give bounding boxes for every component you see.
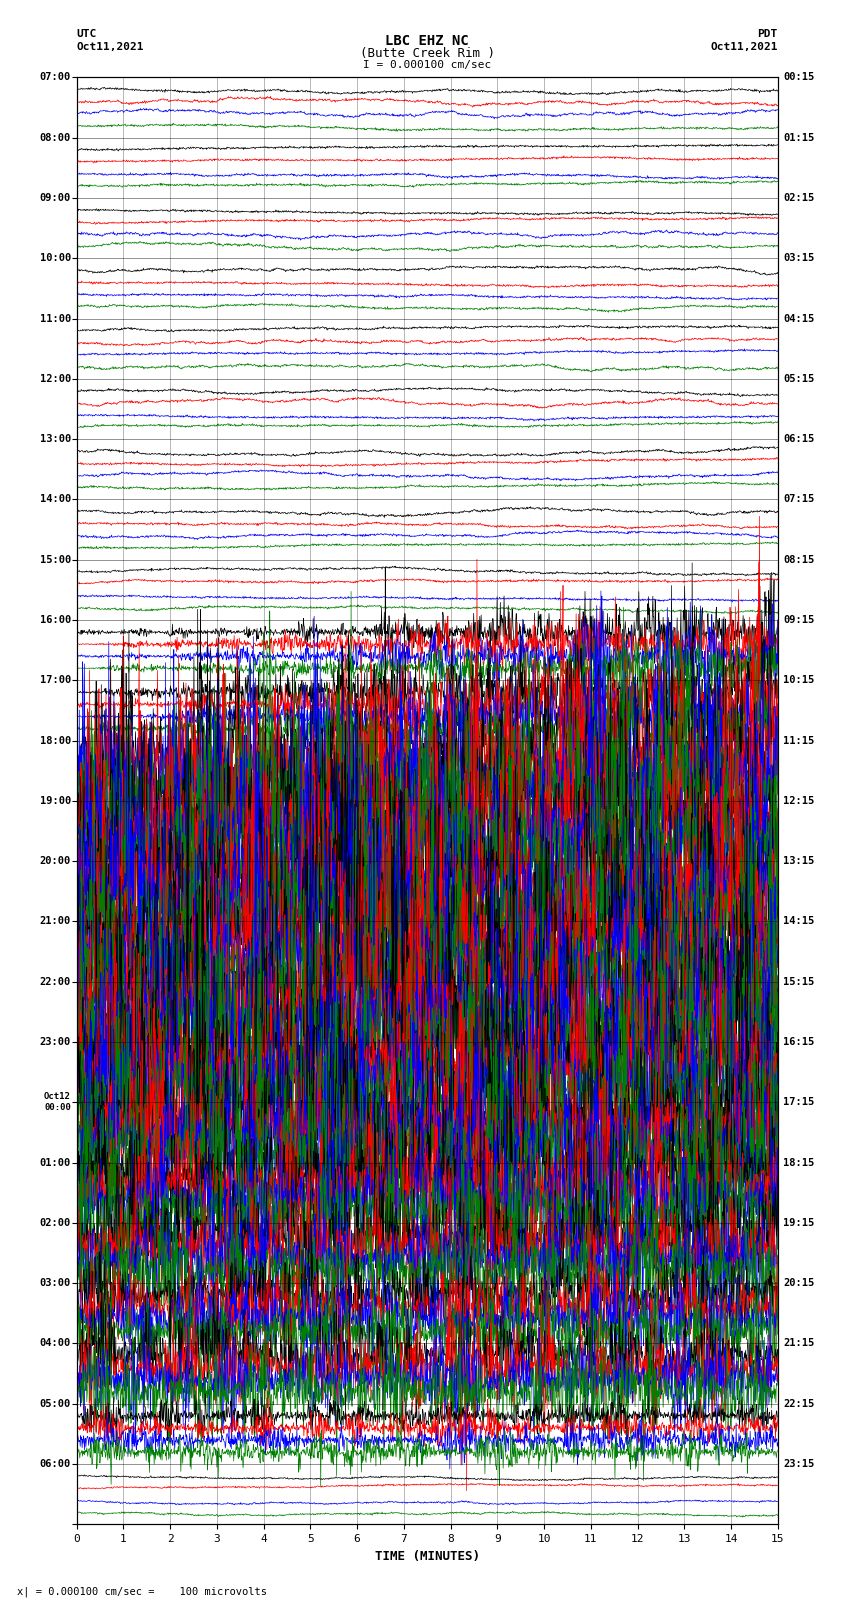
- Text: Oct12: Oct12: [44, 1092, 71, 1102]
- Text: 10:00: 10:00: [40, 253, 71, 263]
- Text: 14:15: 14:15: [784, 916, 814, 926]
- Text: 16:00: 16:00: [40, 615, 71, 624]
- Text: 19:15: 19:15: [784, 1218, 814, 1227]
- Text: 15:00: 15:00: [40, 555, 71, 565]
- Text: 14:00: 14:00: [40, 495, 71, 505]
- Text: 17:15: 17:15: [784, 1097, 814, 1107]
- Text: 05:00: 05:00: [40, 1398, 71, 1408]
- Text: 09:00: 09:00: [40, 194, 71, 203]
- Text: Oct11,2021: Oct11,2021: [711, 42, 778, 52]
- Text: 08:15: 08:15: [784, 555, 814, 565]
- Text: (Butte Creek Rim ): (Butte Creek Rim ): [360, 47, 495, 60]
- Text: 16:15: 16:15: [784, 1037, 814, 1047]
- X-axis label: TIME (MINUTES): TIME (MINUTES): [375, 1550, 479, 1563]
- Text: x| = 0.000100 cm/sec =    100 microvolts: x| = 0.000100 cm/sec = 100 microvolts: [17, 1586, 267, 1597]
- Text: 02:15: 02:15: [784, 194, 814, 203]
- Text: 03:00: 03:00: [40, 1277, 71, 1289]
- Text: 23:15: 23:15: [784, 1460, 814, 1469]
- Text: 18:00: 18:00: [40, 736, 71, 745]
- Text: 22:00: 22:00: [40, 977, 71, 987]
- Text: 12:00: 12:00: [40, 374, 71, 384]
- Text: 13:15: 13:15: [784, 857, 814, 866]
- Text: 00:00: 00:00: [44, 1103, 71, 1113]
- Text: 23:00: 23:00: [40, 1037, 71, 1047]
- Text: 22:15: 22:15: [784, 1398, 814, 1408]
- Text: UTC: UTC: [76, 29, 97, 39]
- Text: 06:15: 06:15: [784, 434, 814, 444]
- Text: 08:00: 08:00: [40, 132, 71, 142]
- Text: 04:15: 04:15: [784, 313, 814, 324]
- Text: 04:00: 04:00: [40, 1339, 71, 1348]
- Text: LBC EHZ NC: LBC EHZ NC: [385, 34, 469, 48]
- Text: 19:00: 19:00: [40, 795, 71, 806]
- Text: 03:15: 03:15: [784, 253, 814, 263]
- Text: I = 0.000100 cm/sec: I = 0.000100 cm/sec: [363, 60, 491, 69]
- Text: 05:15: 05:15: [784, 374, 814, 384]
- Text: 01:00: 01:00: [40, 1158, 71, 1168]
- Text: 06:00: 06:00: [40, 1460, 71, 1469]
- Text: 21:00: 21:00: [40, 916, 71, 926]
- Text: Oct11,2021: Oct11,2021: [76, 42, 144, 52]
- Text: 18:15: 18:15: [784, 1158, 814, 1168]
- Text: 07:00: 07:00: [40, 73, 71, 82]
- Text: 01:15: 01:15: [784, 132, 814, 142]
- Text: 11:15: 11:15: [784, 736, 814, 745]
- Text: 02:00: 02:00: [40, 1218, 71, 1227]
- Text: 21:15: 21:15: [784, 1339, 814, 1348]
- Text: 07:15: 07:15: [784, 495, 814, 505]
- Text: 00:15: 00:15: [784, 73, 814, 82]
- Text: 17:00: 17:00: [40, 676, 71, 686]
- Text: 11:00: 11:00: [40, 313, 71, 324]
- Text: 20:00: 20:00: [40, 857, 71, 866]
- Text: 20:15: 20:15: [784, 1277, 814, 1289]
- Text: 10:15: 10:15: [784, 676, 814, 686]
- Text: 15:15: 15:15: [784, 977, 814, 987]
- Text: 12:15: 12:15: [784, 795, 814, 806]
- Text: PDT: PDT: [757, 29, 778, 39]
- Text: 09:15: 09:15: [784, 615, 814, 624]
- Text: 13:00: 13:00: [40, 434, 71, 444]
